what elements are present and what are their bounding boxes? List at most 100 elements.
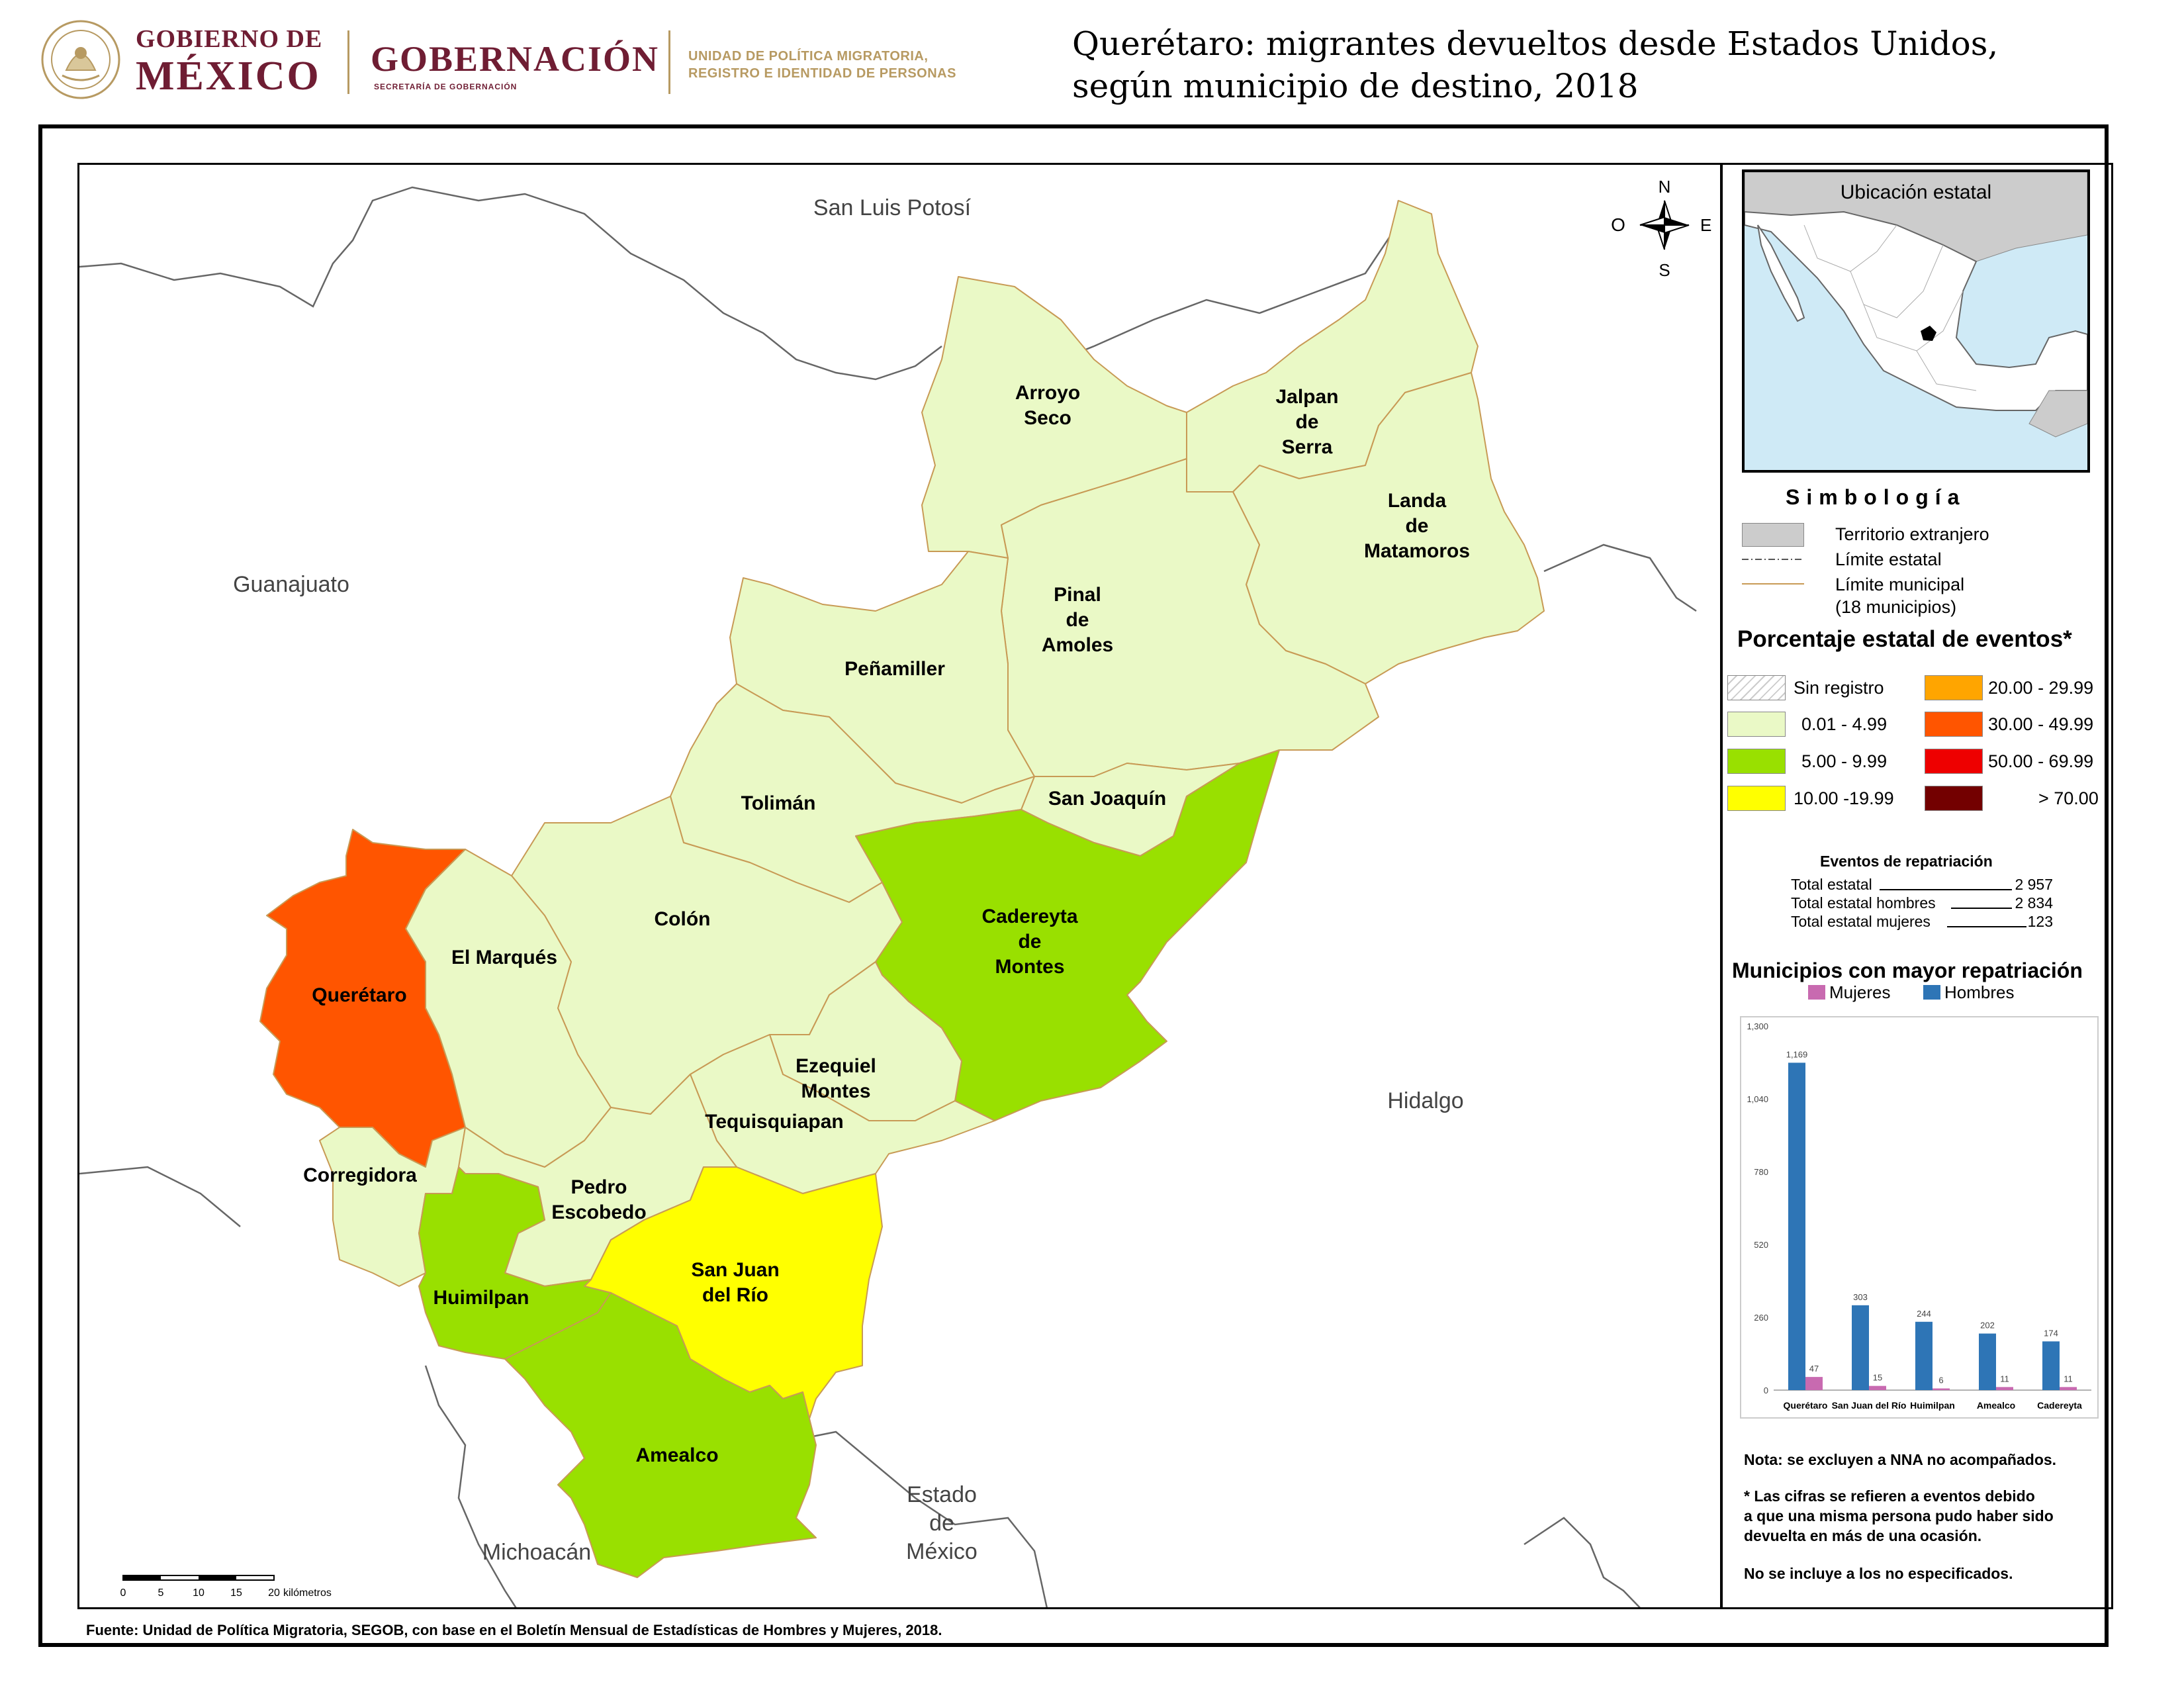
outer-frame	[38, 124, 2109, 1647]
label-jalpan-3: Serra	[1282, 436, 1333, 458]
x-tick-label: San Juan del Río	[1832, 1400, 1907, 1411]
swatch-5-10	[1727, 749, 1786, 774]
scale-tick-20: 20	[268, 1587, 280, 1599]
label-queretaro: Querétaro	[312, 984, 406, 1006]
class-10-20: 10.00 -19.99	[1794, 788, 1894, 808]
label-jalpan-1: Jalpan	[1275, 386, 1338, 408]
source-note: Fuente: Unidad de Política Migratoria, S…	[86, 1622, 942, 1638]
bar-hombres	[1788, 1062, 1805, 1390]
bar-value-label: 174	[2044, 1328, 2058, 1338]
legend-mujeres: Mujeres	[1829, 982, 1890, 1002]
total-estatal-value: 2 957	[2015, 876, 2053, 893]
legend-hombres-swatch	[1923, 985, 1940, 1000]
x-tick-label: Cadereyta	[2037, 1400, 2082, 1411]
leader-line	[1951, 908, 2012, 909]
municipio-amealco[interactable]	[504, 1292, 817, 1578]
neighbor-labels: San Luis Potosí Guanajuato Hidalgo Micho…	[233, 195, 1464, 1565]
legend-muni-limit: Límite municipal	[1835, 575, 1965, 594]
bar-value-label: 6	[1938, 1375, 1943, 1385]
map-frame: San Luis Potosí Guanajuato Hidalgo Micho…	[77, 163, 1722, 1609]
total-mujeres-value: 123	[2027, 913, 2053, 930]
swatch-sin-registro	[1727, 675, 1786, 700]
y-tick-label: 1,040	[1747, 1094, 1768, 1104]
bar-mujeres	[1996, 1387, 2013, 1390]
chart-title: Municipios con mayor repatriación	[1732, 959, 2083, 982]
leader-line	[1947, 926, 2026, 927]
legend-muni-count: (18 municipios)	[1835, 597, 1957, 617]
label-san-luis-potosi: San Luis Potosí	[813, 195, 972, 220]
compass-o: O	[1611, 214, 1625, 235]
side-panel	[1721, 163, 2113, 1609]
label-landa-1: Landa	[1388, 490, 1447, 512]
mexico-inset-map	[1745, 172, 2087, 438]
label-pedro-escobedo-2: Escobedo	[551, 1201, 646, 1223]
header-divider	[668, 30, 670, 94]
total-estatal-label: Total estatal	[1791, 876, 1872, 893]
note-eventos-2: a que una misma persona pudo haber sido	[1744, 1507, 2054, 1524]
label-huimilpan: Huimilpan	[433, 1287, 529, 1309]
swatch-0-5	[1727, 712, 1786, 737]
chart-legend: Mujeres Hombres	[1808, 982, 2014, 1002]
label-toliman: Tolimán	[741, 792, 816, 814]
gobierno-line2: MÉXICO	[136, 54, 321, 99]
y-tick-label: 260	[1754, 1313, 1768, 1323]
upm-line2: REGISTRO E IDENTIDAD DE PERSONAS	[688, 66, 956, 81]
scale-bar: 0 5 10 15 20 kilómetros	[120, 1575, 332, 1599]
bar-value-label: 244	[1917, 1309, 1931, 1319]
x-tick-label: Querétaro	[1784, 1400, 1828, 1411]
bar-value-label: 11	[2064, 1374, 2073, 1383]
title-line1: Querétaro: migrantes devueltos desde Est…	[1072, 24, 1999, 63]
class-0-5: 0.01 - 4.99	[1801, 714, 1888, 734]
compass-s: S	[1659, 260, 1670, 280]
legend-state-limit: Límite estatal	[1835, 549, 1942, 569]
label-el-marques: El Marqués	[451, 947, 557, 968]
y-tick-label: 0	[1764, 1385, 1768, 1395]
mexico-seal-icon	[41, 20, 120, 99]
label-arroyo-seco-1: Arroyo	[1015, 382, 1080, 404]
leader-line	[1880, 889, 2012, 890]
simbologia-title: Simbología	[1786, 485, 1966, 509]
x-tick-label: Amealco	[1977, 1400, 2015, 1411]
legend-hombres: Hombres	[1944, 982, 2014, 1002]
label-cadereyta-2: de	[1018, 931, 1041, 953]
label-landa-3: Matamoros	[1364, 540, 1470, 562]
swatch-10-20	[1727, 786, 1786, 811]
bar-value-label: 15	[1873, 1373, 1882, 1383]
gobierno-de-mexico-logo: GOBIERNO DE MÉXICO	[136, 26, 322, 97]
note-nna: Nota: se excluyen a NNA no acompañados.	[1744, 1451, 2057, 1468]
swatch-70	[1925, 786, 1983, 811]
class-30-50: 30.00 - 49.99	[1988, 714, 2094, 734]
label-arroyo-seco-2: Seco	[1024, 407, 1071, 429]
label-ezequiel-1: Ezequiel	[796, 1055, 876, 1077]
label-pedro-escobedo-1: Pedro	[570, 1176, 627, 1198]
total-hombres-label: Total estatal hombres	[1791, 894, 1936, 912]
label-pinal-1: Pinal	[1054, 584, 1101, 606]
bar-value-label: 1,169	[1786, 1049, 1808, 1059]
location-title: Ubicación estatal	[1840, 181, 1992, 203]
state-limits	[79, 186, 1697, 1607]
label-estado-de-mexico-2: de	[929, 1511, 954, 1536]
queretaro-map: San Luis Potosí Guanajuato Hidalgo Micho…	[79, 177, 1711, 1607]
compass-e: E	[1700, 215, 1711, 235]
label-corregidora: Corregidora	[303, 1164, 417, 1186]
y-tick-label: 1,300	[1747, 1021, 1768, 1031]
legend-muni-line	[1742, 583, 1804, 585]
class-sin-registro: Sin registro	[1794, 678, 1884, 698]
bar-mujeres	[1869, 1385, 1886, 1390]
pct-legend-title: Porcentaje estatal de eventos*	[1737, 626, 2072, 652]
y-tick-label: 520	[1754, 1240, 1768, 1250]
label-hidalgo: Hidalgo	[1387, 1088, 1463, 1113]
swatch-20-30	[1925, 675, 1983, 700]
label-tequisquiapan: Tequisquiapan	[705, 1111, 843, 1133]
gobierno-line1: GOBIERNO DE	[136, 25, 323, 53]
note-eventos-1: * Las cifras se refieren a eventos debid…	[1744, 1487, 2035, 1505]
label-san-juan-1: San Juan	[691, 1259, 779, 1281]
municipios	[259, 200, 1545, 1578]
scale-tick-5: 5	[158, 1587, 164, 1599]
bar-value-label: 47	[1809, 1364, 1819, 1374]
repatriacion-title: Eventos de repatriación	[1820, 853, 1993, 870]
scale-tick-10: 10	[193, 1587, 205, 1599]
label-penamiller: Peñamiller	[844, 658, 945, 680]
header: GOBIERNO DE MÉXICO GOBERNACIÓN SECRETARÍ…	[0, 0, 2184, 119]
class-50-70: 50.00 - 69.99	[1988, 751, 2094, 771]
